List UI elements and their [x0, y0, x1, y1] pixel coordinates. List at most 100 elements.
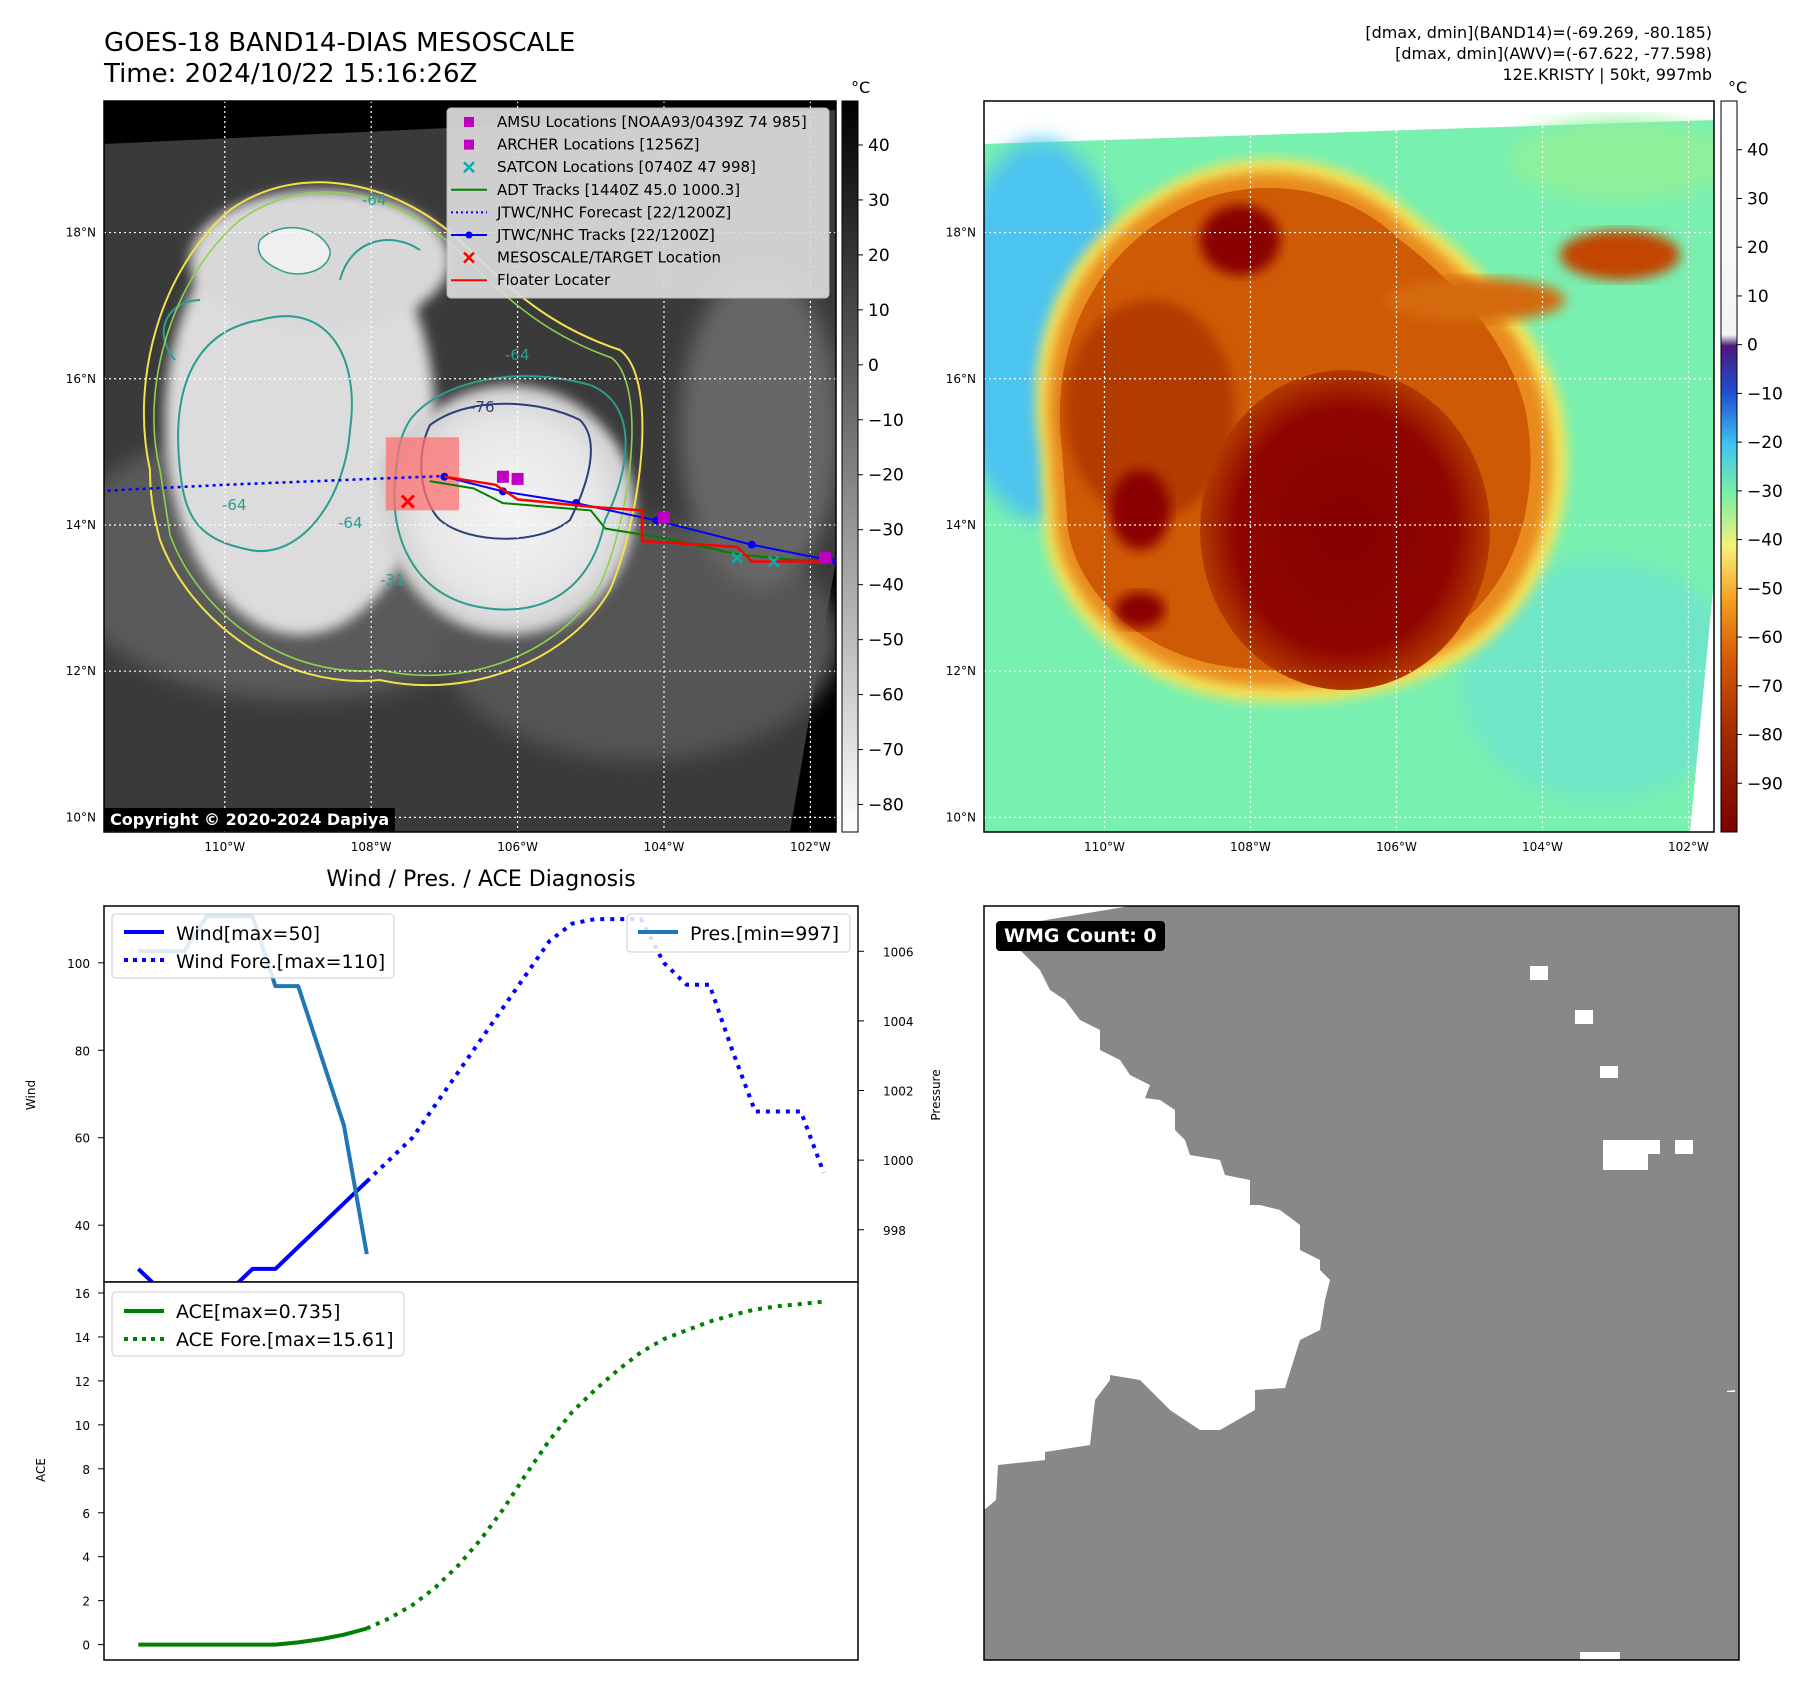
best-track — [444, 475, 836, 563]
lon-tick-label: 104°W — [644, 840, 685, 854]
amsu-marker — [819, 551, 832, 564]
lon-tick-label: 108°W — [351, 840, 392, 854]
best-track-point — [747, 540, 756, 549]
ytick-label: 1002 — [883, 1085, 914, 1099]
awv-frame — [983, 100, 1715, 833]
colorbar-tick-label: 10 — [1747, 287, 1769, 307]
contour-label: -76 — [470, 398, 495, 416]
legend-wind-label: Wind[max=50] — [176, 923, 320, 945]
wmg-panel — [983, 905, 1740, 1661]
ytick-label: 1006 — [883, 945, 914, 959]
colorbar-tick-label: −10 — [1747, 384, 1783, 404]
lon-tick-label: 102°W — [1668, 840, 1709, 854]
lon-tick-label: 102°W — [790, 840, 831, 854]
satcon-marker — [731, 551, 744, 564]
ytick-label: 100 — [67, 957, 90, 971]
legend-wind-fore-label: Wind Fore.[max=110] — [176, 951, 385, 973]
ytick-label: 10 — [75, 1419, 90, 1433]
pressure-ylabel: Pressure — [929, 1069, 943, 1120]
legend-label: AMSU Locations [NOAA93/0439Z 74 985] — [497, 113, 807, 131]
colorbar-tick-label: −70 — [1747, 677, 1783, 697]
lon-tick-label: 106°W — [1376, 840, 1417, 854]
floater-track — [444, 475, 833, 563]
awv-colorbar-unit: °C — [1728, 78, 1747, 97]
ir-colorbar — [841, 100, 859, 833]
wind-legend: Wind[max=50] Wind Fore.[max=110] — [111, 913, 395, 979]
forecast-track — [107, 474, 445, 492]
ir-map: -64-64-64-76-64-31 110°W 108°W 106°W 104°W 1… — [66, 78, 904, 854]
lon-tick-label: 110°W — [204, 840, 245, 854]
diag-title: Wind / Pres. / ACE Diagnosis — [326, 867, 635, 892]
legend-label: JTWC/NHC Tracks [22/1200Z] — [496, 226, 715, 244]
colorbar-tick-label: −60 — [868, 686, 904, 706]
pressure-yticks: 998 1000 1002 1004 1006 — [858, 945, 914, 1238]
lon-tick-label: 104°W — [1522, 840, 1563, 854]
contour-label: -31 — [380, 571, 405, 589]
ytick-label: 6 — [82, 1507, 90, 1521]
floater-box — [385, 437, 460, 511]
legend-label: MESOSCALE/TARGET Location — [497, 249, 721, 267]
lat-tick-label: 16°N — [66, 372, 96, 386]
adt-track — [429, 480, 811, 563]
legend-swatch — [463, 251, 475, 264]
lat-tick-label: 12°N — [66, 664, 96, 678]
legend-label: ARCHER Locations [1256Z] — [497, 136, 700, 154]
colorbar-tick-label: −80 — [868, 796, 904, 816]
ytick-label: 8 — [82, 1463, 90, 1477]
copyright-badge: Copyright © 2020-2024 Dapiya — [104, 808, 396, 831]
colorbar-tick-label: 20 — [1747, 238, 1769, 258]
colorbar-tick-label: −20 — [868, 466, 904, 486]
colorbar-tick-label: −60 — [1747, 628, 1783, 648]
lon-tick-label: 106°W — [497, 840, 538, 854]
awv-gridlines — [984, 101, 1714, 832]
legend-swatch — [464, 117, 474, 127]
ir-tracks — [107, 437, 836, 568]
ace-yticks: 0 2 4 6 8 10 12 14 16 — [75, 1287, 104, 1653]
ytick-label: 1004 — [883, 1015, 914, 1029]
lat-tick-label: 12°N — [946, 664, 976, 678]
lat-tick-label: 16°N — [946, 372, 976, 386]
colorbar-tick-label: 30 — [1747, 189, 1769, 209]
ir-lon-ticks: 110°W 108°W 106°W 104°W 102°W — [204, 840, 831, 854]
awv-lat-ticks: 18°N 16°N 14°N 12°N 10°N — [946, 226, 976, 825]
archer-marker — [496, 470, 509, 483]
awv-colorbar-ticks: 40 30 20 10 0 −10 −20 −30 −40 −50 −60 −70 −80 −90 — [1737, 141, 1783, 794]
colorbar-tick-label: −40 — [1747, 531, 1783, 551]
contour-label: -64 — [338, 514, 363, 532]
ytick-label: 1000 — [883, 1154, 914, 1168]
target-marker — [400, 494, 415, 509]
lon-tick-label: 108°W — [1230, 840, 1271, 854]
ace-ylabel: ACE — [34, 1458, 48, 1482]
colorbar-tick-label: 10 — [868, 301, 890, 321]
ace-series — [138, 1299, 824, 1647]
colorbar-tick-label: 20 — [868, 246, 890, 266]
contour-label: -64 — [505, 346, 530, 364]
wmg-frame — [983, 905, 1740, 1661]
ir-frame — [103, 100, 837, 833]
ir-colorbar-ticks: 40 30 20 10 0 −10 −20 −30 −40 −50 −60 −70 −80 — [858, 136, 904, 816]
ir-contour-labels: -64 -64 -64 -76 -64 -31 — [222, 191, 530, 589]
wind-yticks: 40 60 80 100 — [67, 957, 104, 1233]
best-track-point — [440, 472, 449, 481]
legend-swatch — [463, 161, 475, 174]
awv-lon-ticks: 110°W 108°W 106°W 104°W 102°W — [1084, 840, 1709, 854]
awv-map: 110°W 108°W 106°W 104°W 102°W 18°N 16°N 14°N 12… — [946, 78, 1783, 854]
legend-swatch-dot — [465, 231, 473, 239]
amsu-marker — [511, 472, 524, 485]
ytick-label: 40 — [75, 1219, 90, 1233]
colorbar-tick-label: 0 — [868, 356, 879, 376]
ytick-label: 14 — [75, 1331, 90, 1345]
legend-label: Floater Locater — [497, 271, 611, 289]
lat-tick-label: 18°N — [946, 226, 976, 240]
pressure-legend: Pres.[min=997] — [626, 913, 851, 953]
lat-tick-label: 10°N — [66, 810, 96, 824]
wind-ylabel: Wind — [24, 1080, 38, 1110]
ir-colorbar-unit: °C — [851, 78, 870, 97]
ytick-label: 0 — [82, 1639, 90, 1653]
wmg-count-badge: WMG Count: 0 — [996, 921, 1165, 951]
colorbar-tick-label: 30 — [868, 191, 890, 211]
awv-colorbar — [1720, 100, 1738, 833]
colorbar-tick-label: −10 — [868, 411, 904, 431]
